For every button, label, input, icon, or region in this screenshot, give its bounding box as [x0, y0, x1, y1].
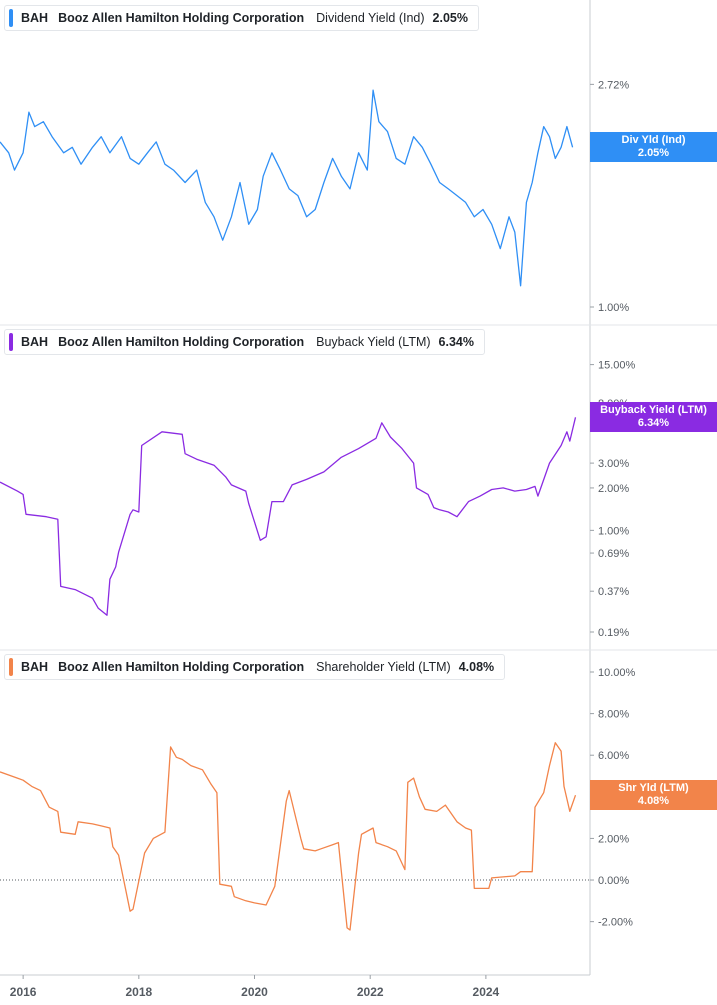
- y-tick-label: 10.00%: [598, 667, 636, 679]
- buyback-value-tag: Buyback Yield (LTM) 6.34%: [590, 402, 717, 433]
- y-tick-label: 6.00%: [598, 750, 629, 762]
- buyback-legend: BAH Booz Allen Hamilton Holding Corporat…: [4, 329, 485, 355]
- legend-metric: Dividend Yield (Ind): [316, 11, 425, 25]
- y-tick-label: 1.00%: [598, 302, 629, 314]
- legend-company: Booz Allen Hamilton Holding Corporation: [58, 335, 305, 349]
- legend-metric: Buyback Yield (LTM): [316, 335, 431, 349]
- y-tick-label: 8.00%: [598, 709, 629, 721]
- legend-company: Booz Allen Hamilton Holding Corporation: [58, 11, 305, 25]
- y-tick-label: 0.69%: [598, 548, 629, 560]
- legend-value: 4.08%: [458, 660, 495, 674]
- legend-ticker: BAH: [21, 660, 49, 674]
- x-tick-label: 2024: [473, 985, 500, 999]
- dividend-swatch: [9, 9, 13, 27]
- dividend-legend: BAH Booz Allen Hamilton Holding Corporat…: [4, 5, 479, 31]
- y-tick-label: -2.00%: [598, 917, 633, 929]
- legend-company: Booz Allen Hamilton Holding Corporation: [58, 660, 305, 674]
- tag-label: Div Yld (Ind): [621, 134, 686, 147]
- buyback-series-line: [0, 417, 577, 616]
- y-tick-label: 0.37%: [598, 586, 629, 598]
- y-tick-label: 0.00%: [598, 875, 629, 887]
- shareholder-swatch: [9, 658, 13, 676]
- y-tick-label: 3.00%: [598, 458, 629, 470]
- dividend-value-tag: Div Yld (Ind) 2.05%: [590, 132, 717, 163]
- tag-value: 4.08%: [637, 795, 670, 808]
- legend-ticker: BAH: [21, 11, 49, 25]
- legend-metric: Shareholder Yield (LTM): [316, 660, 451, 674]
- tag-value: 2.05%: [637, 147, 670, 160]
- tag-label: Shr Yld (LTM): [618, 782, 689, 795]
- x-tick-label: 2016: [10, 985, 37, 999]
- dividend-series-line: [0, 89, 574, 287]
- y-tick-label: 1.00%: [598, 525, 629, 537]
- buyback-swatch: [9, 333, 13, 351]
- y-tick-label: 2.72%: [598, 79, 629, 91]
- y-tick-label: 15.00%: [598, 360, 636, 372]
- x-tick-label: 2020: [241, 985, 268, 999]
- x-tick-label: 2022: [357, 985, 384, 999]
- tag-value: 6.34%: [637, 417, 670, 430]
- tag-label: Buyback Yield (LTM): [600, 404, 707, 417]
- legend-ticker: BAH: [21, 335, 49, 349]
- x-tick-label: 2018: [125, 985, 152, 999]
- y-tick-label: 0.19%: [598, 627, 629, 639]
- legend-value: 2.05%: [432, 11, 468, 25]
- shareholder-legend: BAH Booz Allen Hamilton Holding Corporat…: [4, 654, 506, 680]
- legend-value: 6.34%: [438, 335, 474, 349]
- y-tick-label: 2.00%: [598, 483, 629, 495]
- shareholder-series-line: [0, 742, 577, 931]
- y-tick-label: 2.00%: [598, 833, 629, 845]
- shareholder-value-tag: Shr Yld (LTM) 4.08%: [590, 780, 717, 811]
